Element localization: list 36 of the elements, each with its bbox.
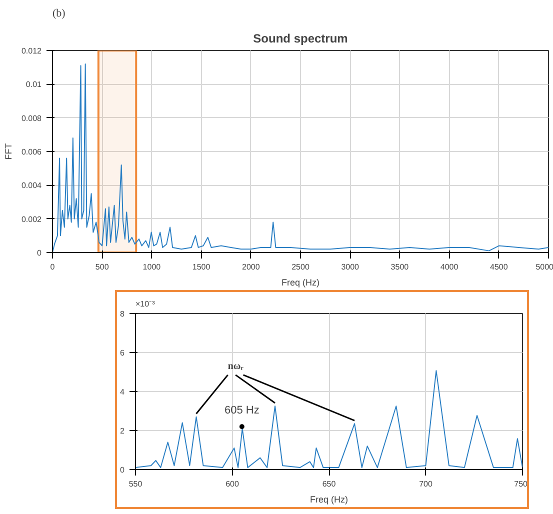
y-tick-label: 0.004: [21, 181, 42, 190]
x-tick-label: 1500: [192, 262, 211, 272]
annotation: 605 Hz: [224, 404, 260, 417]
x-tick-label: 2500: [292, 262, 310, 272]
y-tick-label: 8: [120, 310, 126, 318]
x-tick-label: 550: [128, 480, 143, 488]
y-tick-label: 0.01: [26, 80, 42, 90]
y-tick-label: 0: [37, 248, 42, 258]
y-tick-label: 4: [120, 388, 126, 396]
chart-title: Sound spectrum: [253, 32, 348, 46]
text: ×10⁻³: [136, 300, 156, 308]
x-tick-label: 500: [95, 262, 110, 272]
y-tick-label: 0.002: [21, 214, 42, 224]
y-tick-label: 2: [120, 426, 126, 436]
y-tick-label: 6: [120, 348, 126, 358]
y-axis-title: FFT: [3, 142, 14, 160]
x-tick-label: 0: [50, 262, 56, 272]
x-axis-title: Freq (Hz): [282, 278, 320, 288]
x-tick-label: 2000: [242, 262, 260, 272]
y-tick-label: 0: [120, 466, 126, 474]
x-tick-label: 4000: [440, 262, 459, 272]
x-tick-label: 750: [514, 480, 528, 488]
y-tick-label: 0.012: [21, 46, 42, 56]
x-axis-title: Freq (Hz): [310, 494, 348, 504]
text: (b): [52, 8, 66, 20]
x-tick-label: 3000: [341, 262, 360, 272]
y-tick-label: 0.008: [21, 114, 42, 123]
y-tick-label: 0.006: [21, 148, 42, 156]
x-tick-label: 650: [322, 480, 336, 488]
x-tick-label: 600: [226, 480, 240, 488]
annotation: nωᵣ: [228, 360, 244, 372]
x-tick-label: 3500: [390, 262, 410, 272]
x-tick-label: 1000: [142, 262, 162, 272]
x-tick-label: 700: [419, 480, 433, 488]
x-tick-label: 4500: [490, 262, 508, 272]
x-tick-label: 5000: [536, 262, 553, 272]
